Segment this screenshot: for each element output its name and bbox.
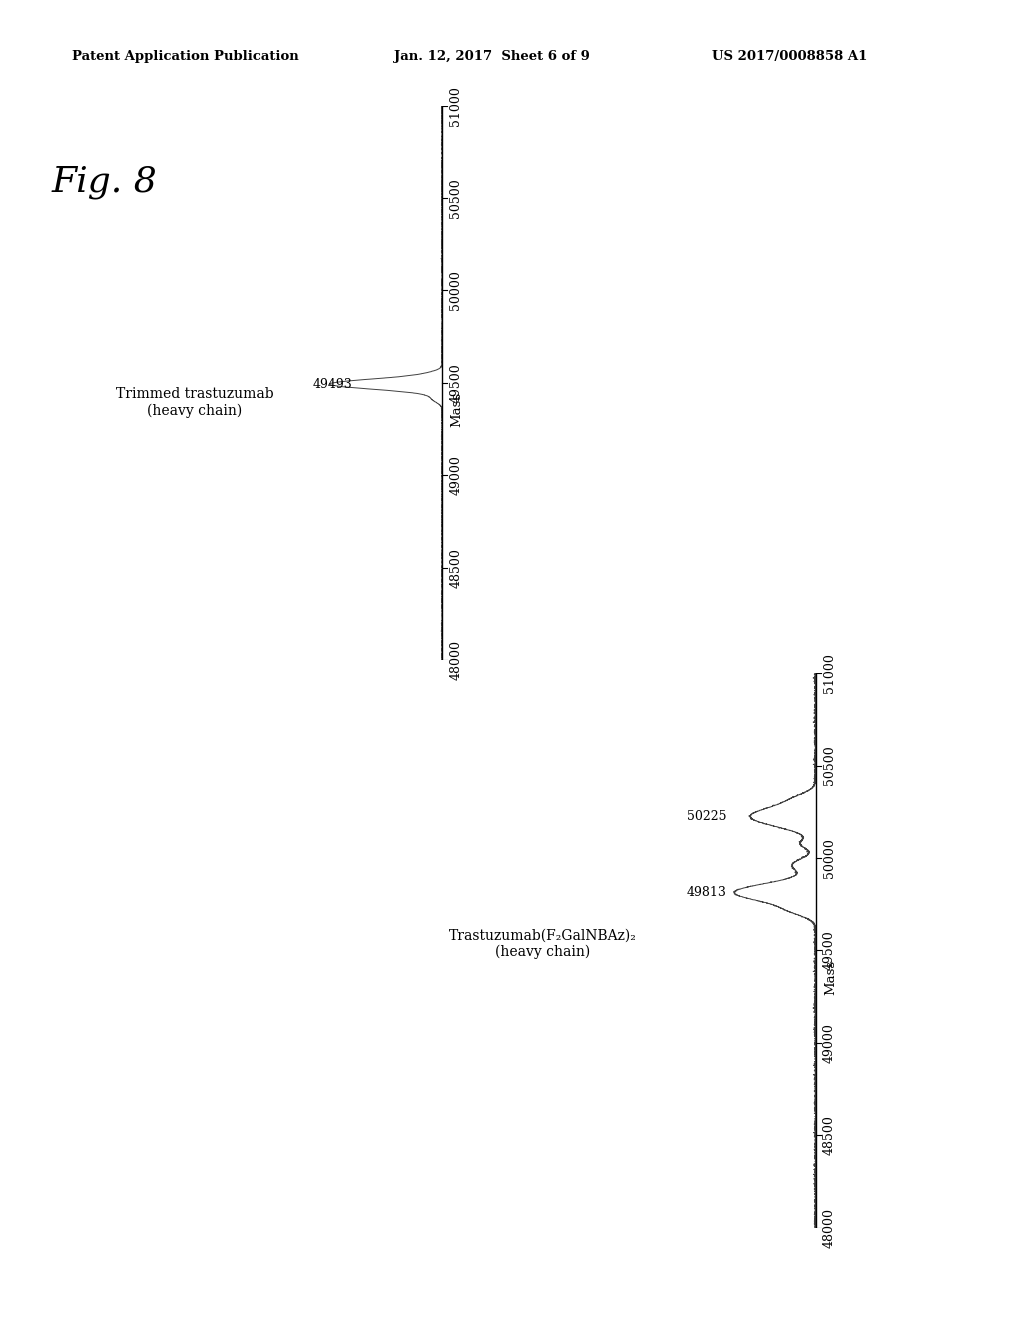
- Text: Trastuzumab(F₂GalNBAz)₂
(heavy chain): Trastuzumab(F₂GalNBAz)₂ (heavy chain): [449, 928, 637, 960]
- Text: 49000: 49000: [823, 1023, 836, 1063]
- Text: Fig. 8: Fig. 8: [51, 165, 157, 199]
- Text: 49500: 49500: [450, 363, 462, 403]
- Text: Trimmed trastuzumab
(heavy chain): Trimmed trastuzumab (heavy chain): [116, 387, 273, 418]
- Text: 50000: 50000: [450, 271, 462, 310]
- Text: 48000: 48000: [450, 640, 462, 680]
- Text: 50225: 50225: [687, 810, 726, 822]
- Text: 50000: 50000: [823, 838, 836, 878]
- Text: Patent Application Publication: Patent Application Publication: [72, 50, 298, 63]
- Text: 50500: 50500: [823, 746, 836, 785]
- Text: 49000: 49000: [450, 455, 462, 495]
- Text: Mass: Mass: [451, 392, 463, 428]
- Text: 49813: 49813: [687, 886, 726, 899]
- Text: Mass: Mass: [824, 960, 837, 995]
- Text: Jan. 12, 2017  Sheet 6 of 9: Jan. 12, 2017 Sheet 6 of 9: [394, 50, 590, 63]
- Text: 48000: 48000: [823, 1208, 836, 1247]
- Text: US 2017/0008858 A1: US 2017/0008858 A1: [712, 50, 867, 63]
- Text: 49500: 49500: [823, 931, 836, 970]
- Text: 49493: 49493: [313, 378, 352, 391]
- Text: 48500: 48500: [823, 1115, 836, 1155]
- Text: 50500: 50500: [450, 178, 462, 218]
- Text: 51000: 51000: [450, 86, 462, 125]
- Text: 51000: 51000: [823, 653, 836, 693]
- Text: 48500: 48500: [450, 548, 462, 587]
